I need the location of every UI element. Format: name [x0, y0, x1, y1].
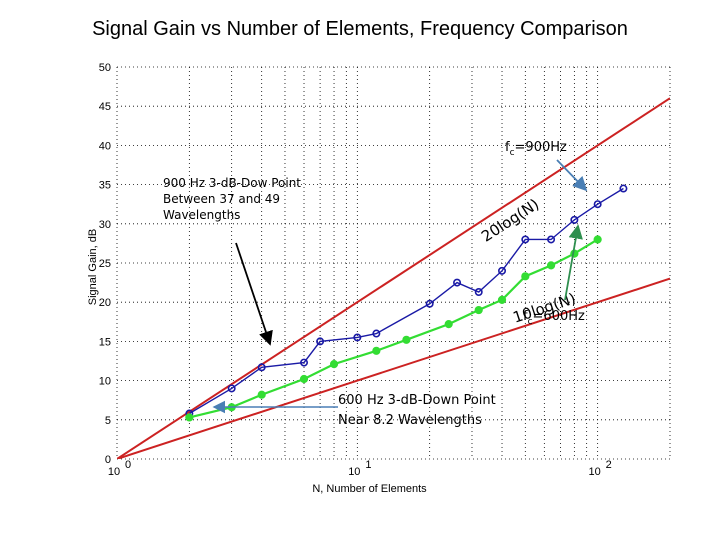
data-point — [498, 266, 507, 275]
y-tick-label: 5 — [105, 415, 111, 427]
chart-labels: 20log(N)10log(N)900 Hz 3-dB-Dow Point Bet… — [163, 140, 588, 428]
y-tick-label: 35 — [99, 180, 111, 192]
data-point — [521, 272, 530, 281]
data-point — [546, 261, 556, 270]
series-line — [189, 238, 599, 419]
label-fc-600hz: fc=600Hz — [523, 309, 585, 327]
x-tick-exponent: 2 — [606, 459, 612, 471]
y-axis-label: Signal Gain, dB — [87, 229, 99, 305]
chart-title: Signal Gain vs Number of Elements, Frequ… — [92, 18, 628, 40]
y-tick-label: 15 — [99, 336, 111, 348]
y-tick-label: 0 — [105, 454, 111, 466]
data-point — [474, 305, 483, 315]
data-point — [402, 335, 411, 344]
grid-lines — [116, 66, 671, 460]
y-tick-label: 40 — [99, 140, 111, 152]
data-point — [372, 329, 381, 338]
x-tick-label: 10 — [348, 466, 360, 478]
x-tick-label: 10 — [589, 466, 601, 478]
series-line — [188, 187, 624, 415]
reference-line — [117, 97, 670, 459]
data-point — [570, 215, 579, 224]
arrow-fc-600hz — [564, 224, 583, 301]
data-point — [497, 295, 507, 304]
x-tick-label: 10 — [108, 466, 120, 478]
data-point — [329, 360, 339, 369]
reference-line — [117, 277, 670, 459]
reference-lines — [117, 97, 670, 459]
x-tick-exponent: 0 — [125, 459, 131, 471]
arrow-900hz-note — [235, 242, 273, 346]
data-point — [353, 333, 362, 342]
x-axis-label: N, Number of Elements — [312, 483, 427, 495]
label-fc-900hz: fc=900Hz — [505, 140, 567, 158]
y-tick-label: 10 — [99, 376, 111, 388]
y-tick-label: 45 — [99, 101, 111, 113]
data-point — [257, 363, 266, 372]
y-tick-label: 50 — [99, 62, 111, 74]
data-point — [372, 346, 381, 355]
data-point — [474, 288, 483, 297]
y-tick-label: 30 — [99, 219, 111, 231]
data-point — [453, 278, 462, 287]
arrow-fc-900hz — [556, 159, 588, 192]
data-point — [185, 413, 194, 422]
data-point — [521, 235, 530, 244]
data-point — [619, 184, 628, 193]
annotation-600hz: 600 Hz 3-dB-Down Point Near 8.2 Wavelengt… — [338, 393, 496, 428]
y-tick-label: 20 — [99, 297, 111, 309]
data-point — [257, 390, 266, 399]
data-point — [227, 384, 236, 393]
x-tick-exponent: 1 — [365, 459, 371, 471]
data-point — [547, 235, 556, 244]
data-series — [185, 184, 628, 422]
data-point — [593, 200, 602, 209]
data-point — [593, 235, 602, 244]
data-point — [300, 358, 309, 367]
data-point — [444, 320, 453, 329]
annotation-900hz: 900 Hz 3-dB-Dow Point Between 37 and 49 Wa… — [163, 176, 301, 222]
data-point — [425, 299, 434, 308]
data-point — [299, 374, 309, 384]
y-tick-label: 25 — [99, 258, 111, 270]
data-point — [316, 337, 325, 346]
